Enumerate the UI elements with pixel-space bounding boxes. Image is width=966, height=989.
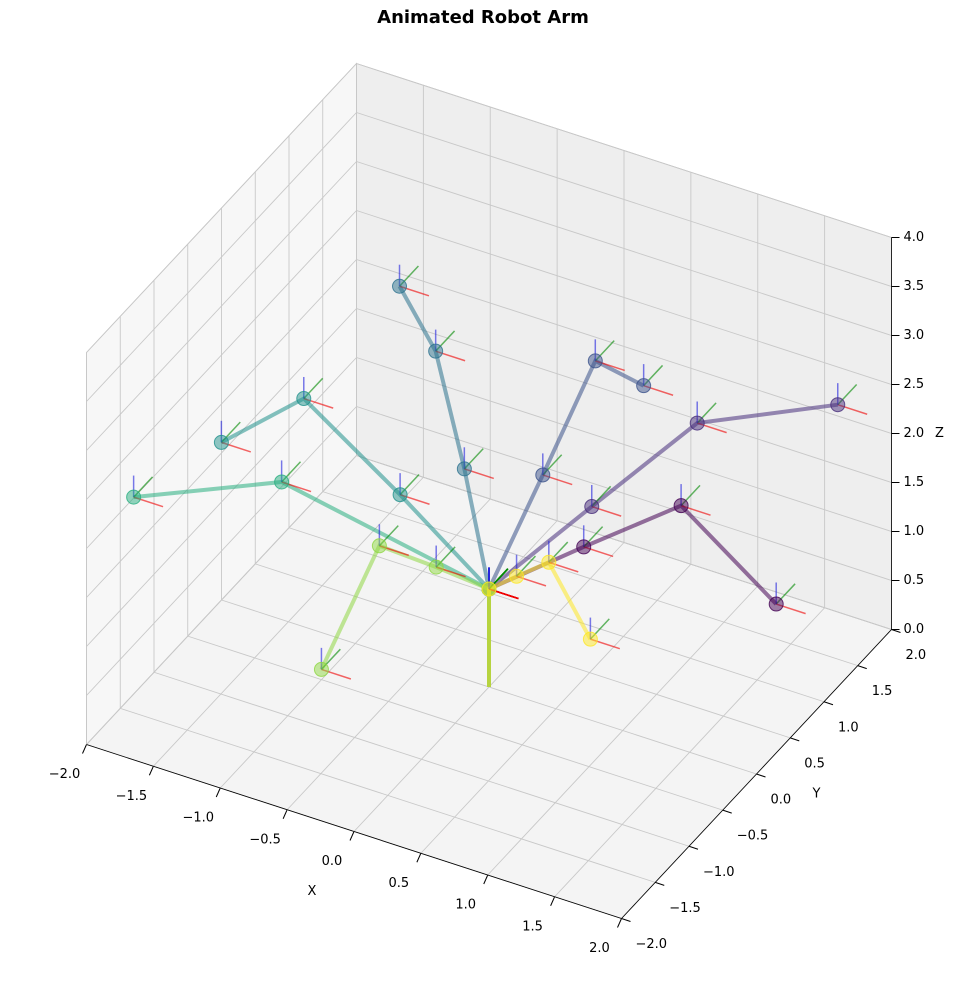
z-tick-label: 1.0 (904, 524, 925, 539)
joint (576, 539, 592, 555)
joint (296, 391, 312, 407)
x-tick-label: 1.5 (522, 919, 543, 934)
joint (428, 559, 444, 575)
y-tick (688, 845, 699, 850)
y-tick-label: 1.5 (872, 684, 893, 699)
joint (481, 581, 497, 597)
grid-line (356, 63, 892, 238)
z-tick-label: 2.5 (904, 377, 925, 392)
grid-line (153, 671, 690, 847)
x-tick (349, 831, 355, 841)
grid-line (86, 308, 357, 598)
grid-line (255, 563, 791, 739)
joint (126, 489, 142, 505)
z-tick-label: 0.5 (904, 573, 925, 588)
grid-line (356, 455, 892, 630)
grid-line (322, 491, 858, 667)
grid-line (86, 455, 357, 745)
joint (636, 378, 652, 394)
y-axis (621, 629, 892, 919)
grid-line (356, 406, 892, 581)
y-tick-label: 1.0 (838, 720, 859, 735)
z-tick-label: 3.0 (904, 328, 925, 343)
grid-line (356, 161, 892, 336)
x-axis (86, 744, 622, 919)
joint (768, 596, 784, 612)
z-axis-label: Z (935, 426, 944, 441)
x-tick (483, 874, 489, 885)
joint (213, 434, 229, 450)
y-tick-label: 2.0 (906, 648, 927, 663)
joint (392, 487, 408, 503)
x-tick-label: 1.0 (455, 898, 476, 913)
joint (587, 353, 603, 369)
y-tick (621, 918, 631, 922)
y-tick-label: −1.5 (669, 901, 701, 916)
x-tick-label: −0.5 (249, 832, 281, 847)
chart-title: Animated Robot Arm (377, 7, 589, 28)
z-tick-label: 2.0 (904, 426, 925, 441)
x-tick (82, 744, 87, 754)
y-tick (655, 881, 665, 886)
x-tick (148, 766, 154, 776)
grid-line (120, 707, 656, 883)
y-tick (857, 665, 867, 670)
x-tick-label: −2.0 (49, 767, 81, 782)
x-tick-label: −1.0 (182, 811, 214, 826)
joint (456, 461, 472, 477)
joint (535, 467, 551, 483)
x-tick (416, 853, 422, 863)
grid-line (86, 210, 357, 500)
grid-line (288, 527, 825, 703)
grid-line (356, 308, 892, 483)
x-axis-label: X (308, 884, 317, 899)
joint (689, 415, 705, 431)
grid-line (86, 406, 357, 696)
joint (371, 538, 387, 554)
y-tick (823, 701, 834, 706)
joint (274, 474, 290, 490)
y-tick-label: −1.0 (703, 865, 735, 880)
z-tick-label: 0.0 (904, 622, 925, 637)
grid-line (86, 112, 357, 402)
joint (392, 278, 408, 294)
x-tick-label: 2.0 (589, 941, 610, 956)
grid-line (356, 210, 892, 385)
grid-line (86, 63, 357, 353)
x-tick (550, 896, 556, 906)
joint (673, 498, 689, 514)
grid-line (86, 161, 357, 451)
y-tick (722, 809, 732, 814)
joint (428, 343, 444, 359)
y-tick-label: −2.0 (636, 937, 668, 952)
z-tick-label: 4.0 (904, 230, 925, 245)
joint (541, 554, 557, 570)
grid-line (187, 635, 723, 811)
y-tick-label: 0.5 (804, 756, 825, 771)
x-tick-label: 0.5 (389, 876, 410, 891)
joint (582, 631, 598, 647)
x-tick (617, 918, 622, 928)
grid-line (356, 259, 892, 434)
joint (830, 397, 846, 413)
y-tick (790, 737, 800, 742)
joint (313, 661, 329, 677)
x-tick (282, 809, 288, 819)
y-tick-label: −0.5 (737, 829, 769, 844)
x-tick-label: −1.5 (116, 789, 148, 804)
joint (509, 568, 525, 584)
y-axis-label: Y (812, 787, 821, 802)
x-tick-label: 0.0 (322, 854, 343, 869)
y-tick (756, 773, 766, 778)
y-tick-label: 0.0 (771, 793, 792, 808)
z-tick-label: 3.5 (904, 279, 925, 294)
grid-line (356, 112, 892, 287)
joint (584, 499, 600, 515)
x-tick (215, 787, 221, 798)
z-tick-label: 1.5 (904, 475, 925, 490)
